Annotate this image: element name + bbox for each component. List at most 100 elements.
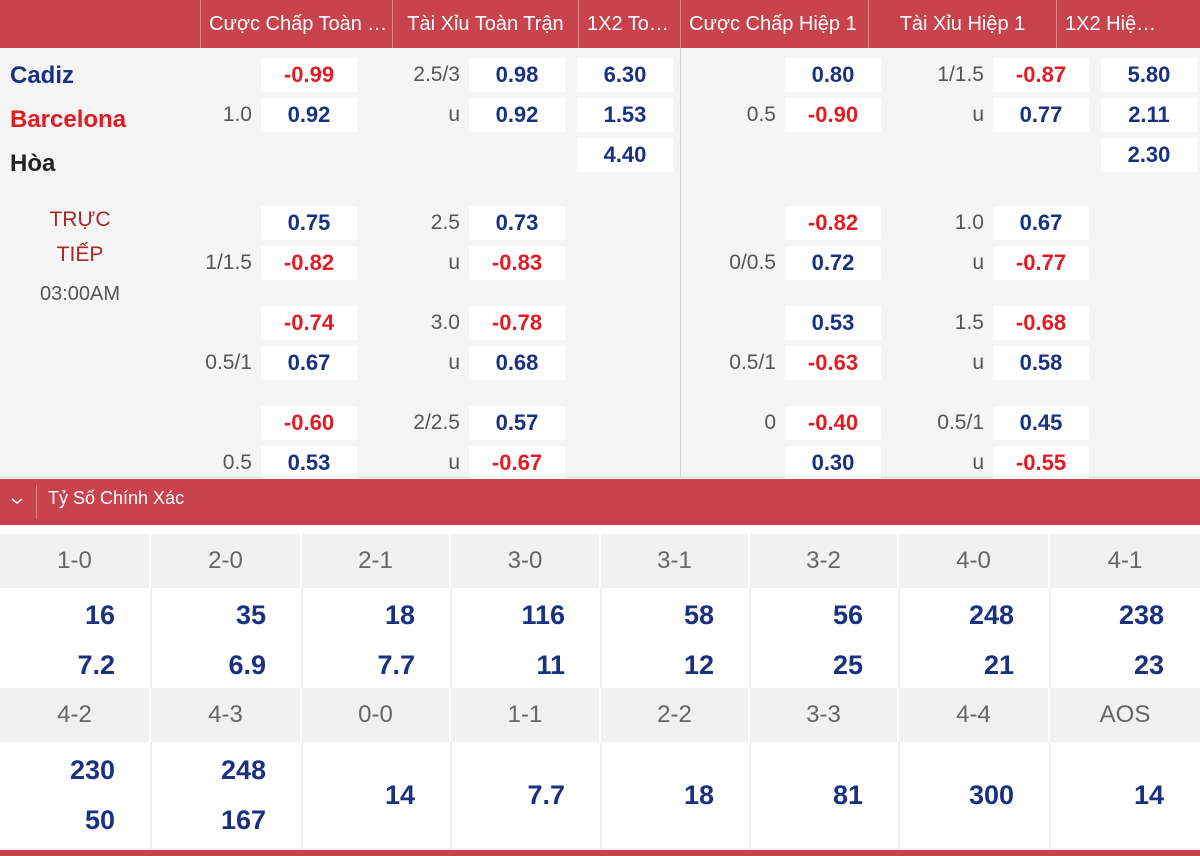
score-away-odds[interactable]: 7.2 xyxy=(77,650,115,680)
h1-under-odds[interactable]: -0.77 xyxy=(993,246,1089,280)
score-home-odds[interactable]: 248 xyxy=(968,600,1014,630)
h1-over-odds[interactable]: -0.87 xyxy=(993,58,1089,92)
h1-hdp-home-odds[interactable]: -0.40 xyxy=(785,406,881,440)
score-home-odds[interactable]: 35 xyxy=(235,600,266,630)
h1-hdp-home-odds[interactable]: -0.82 xyxy=(785,206,881,240)
score-away-odds[interactable]: 6.9 xyxy=(228,650,266,680)
col-separator xyxy=(749,742,751,850)
score-label: 3-2 xyxy=(750,534,899,588)
h1-1x2-home-odds[interactable]: 5.80 xyxy=(1101,58,1197,92)
score-away-odds[interactable]: 50 xyxy=(84,805,115,835)
ft-over-odds[interactable]: -0.78 xyxy=(469,306,565,340)
ft-under-odds[interactable]: 0.68 xyxy=(469,346,565,380)
h1-hdp-line: 0.5 xyxy=(746,103,776,126)
col-separator xyxy=(1049,588,1051,688)
score-label: 4-2 xyxy=(0,688,151,742)
score-home-odds[interactable]: 18 xyxy=(384,600,415,630)
score-home-odds[interactable]: 56 xyxy=(832,600,863,630)
ft-under-odds[interactable]: -0.83 xyxy=(469,246,565,280)
ft-hdp-away-odds[interactable]: 0.92 xyxy=(261,98,357,132)
score-home-odds[interactable]: 248 xyxy=(220,755,266,785)
ft-hdp-home-odds[interactable]: -0.60 xyxy=(261,406,357,440)
ft-under-odds[interactable]: 0.92 xyxy=(469,98,565,132)
h1-1x2-away-odds[interactable]: 2.11 xyxy=(1101,98,1197,132)
exact-score-bar[interactable]: Tỷ Số Chính Xác xyxy=(0,479,1200,525)
score-odds[interactable]: 14 xyxy=(384,780,415,810)
h1-under-label: u xyxy=(972,451,984,474)
score-away-odds[interactable]: 12 xyxy=(683,650,714,680)
h1-ou-line: 1.0 xyxy=(954,211,984,234)
score-away-odds[interactable]: 167 xyxy=(220,805,266,835)
ft-ou-line: 2.5/3 xyxy=(413,63,460,86)
col-handicap-half-1[interactable]: Cược Chấp Hiệp 1 xyxy=(680,0,868,48)
ft-ou-line: 3.0 xyxy=(430,311,460,334)
ft-1x2-away-odds[interactable]: 1.53 xyxy=(577,98,673,132)
score-odds[interactable]: 7.7 xyxy=(527,780,565,810)
h1-over-odds[interactable]: 0.45 xyxy=(993,406,1089,440)
ft-1x2-draw-odds[interactable]: 4.40 xyxy=(577,138,673,172)
score-away-odds[interactable]: 11 xyxy=(536,650,565,680)
h1-over-odds[interactable]: -0.68 xyxy=(993,306,1089,340)
chevron-down-icon[interactable] xyxy=(10,479,24,525)
score-home-odds[interactable]: 116 xyxy=(521,600,565,630)
ft-hdp-line: 0.5/1 xyxy=(205,351,252,374)
score-label: 1-1 xyxy=(451,688,601,742)
col-handicap-full-time[interactable]: Cược Chấp Toàn Trận xyxy=(200,0,392,48)
h1-under-label: u xyxy=(972,251,984,274)
ft-hdp-home-odds[interactable]: -0.99 xyxy=(261,58,357,92)
ft-hdp-away-odds[interactable]: 0.67 xyxy=(261,346,357,380)
exact-score-title: Tỷ Số Chính Xác xyxy=(48,488,185,508)
footer-bar xyxy=(0,850,1200,856)
col-1x2-half-1[interactable]: 1X2 Hiệp 1 xyxy=(1056,0,1158,48)
col-over-under-full-time[interactable]: Tài Xỉu Toàn Trận xyxy=(392,0,578,48)
score-odds[interactable]: 81 xyxy=(832,780,863,810)
ft-hdp-away-odds[interactable]: 0.53 xyxy=(261,446,357,480)
ft-under-odds[interactable]: -0.67 xyxy=(469,446,565,480)
score-odds[interactable]: 14 xyxy=(1133,780,1164,810)
spacer xyxy=(0,525,1200,534)
score-home-odds[interactable]: 238 xyxy=(1118,600,1164,630)
draw-label: Hòa xyxy=(10,150,56,177)
h1-hdp-away-odds[interactable]: -0.63 xyxy=(785,346,881,380)
score-label: 4-4 xyxy=(899,688,1050,742)
h1-hdp-away-odds[interactable]: 0.30 xyxy=(785,446,881,480)
col-separator xyxy=(749,588,751,688)
ft-hdp-home-odds[interactable]: -0.74 xyxy=(261,306,357,340)
h1-hdp-home-odds[interactable]: 0.80 xyxy=(785,58,881,92)
h1-hdp-away-odds[interactable]: 0.72 xyxy=(785,246,881,280)
score-away-odds[interactable]: 25 xyxy=(832,650,863,680)
ft-hdp-away-odds[interactable]: -0.82 xyxy=(261,246,357,280)
ft-over-odds[interactable]: 0.98 xyxy=(469,58,565,92)
ft-over-odds[interactable]: 0.57 xyxy=(469,406,565,440)
score-away-odds[interactable]: 23 xyxy=(1133,650,1164,680)
col-1x2-full-time[interactable]: 1X2 Toàn Trận xyxy=(578,0,680,48)
score-label: AOS xyxy=(1050,688,1200,742)
col-over-under-half-1[interactable]: Tài Xỉu Hiệp 1 xyxy=(868,0,1056,48)
score-label: 4-0 xyxy=(899,534,1050,588)
score-away-odds[interactable]: 7.7 xyxy=(377,650,415,680)
ft-hdp-line: 1.0 xyxy=(222,103,252,126)
ft-under-label: u xyxy=(448,251,460,274)
h1-under-odds[interactable]: 0.77 xyxy=(993,98,1089,132)
h1-under-odds[interactable]: 0.58 xyxy=(993,346,1089,380)
h1-over-odds[interactable]: 0.67 xyxy=(993,206,1089,240)
h1-under-label: u xyxy=(972,351,984,374)
away-team-name: Barcelona xyxy=(10,106,127,133)
h1-hdp-away-odds[interactable]: -0.90 xyxy=(785,98,881,132)
h1-1x2-draw-odds[interactable]: 2.30 xyxy=(1101,138,1197,172)
ft-1x2-home-odds[interactable]: 6.30 xyxy=(577,58,673,92)
score-odds[interactable]: 300 xyxy=(968,780,1014,810)
ft-over-odds[interactable]: 0.73 xyxy=(469,206,565,240)
col-separator xyxy=(1049,742,1051,850)
score-label: 4-1 xyxy=(1050,534,1200,588)
score-home-odds[interactable]: 16 xyxy=(84,600,115,630)
ft-under-label: u xyxy=(448,103,460,126)
score-home-odds[interactable]: 230 xyxy=(69,755,115,785)
score-home-odds[interactable]: 58 xyxy=(683,600,714,630)
score-away-odds[interactable]: 21 xyxy=(983,650,1014,680)
half-divider xyxy=(680,48,681,478)
ft-hdp-home-odds[interactable]: 0.75 xyxy=(261,206,357,240)
h1-hdp-home-odds[interactable]: 0.53 xyxy=(785,306,881,340)
h1-under-odds[interactable]: -0.55 xyxy=(993,446,1089,480)
score-odds[interactable]: 18 xyxy=(683,780,714,810)
